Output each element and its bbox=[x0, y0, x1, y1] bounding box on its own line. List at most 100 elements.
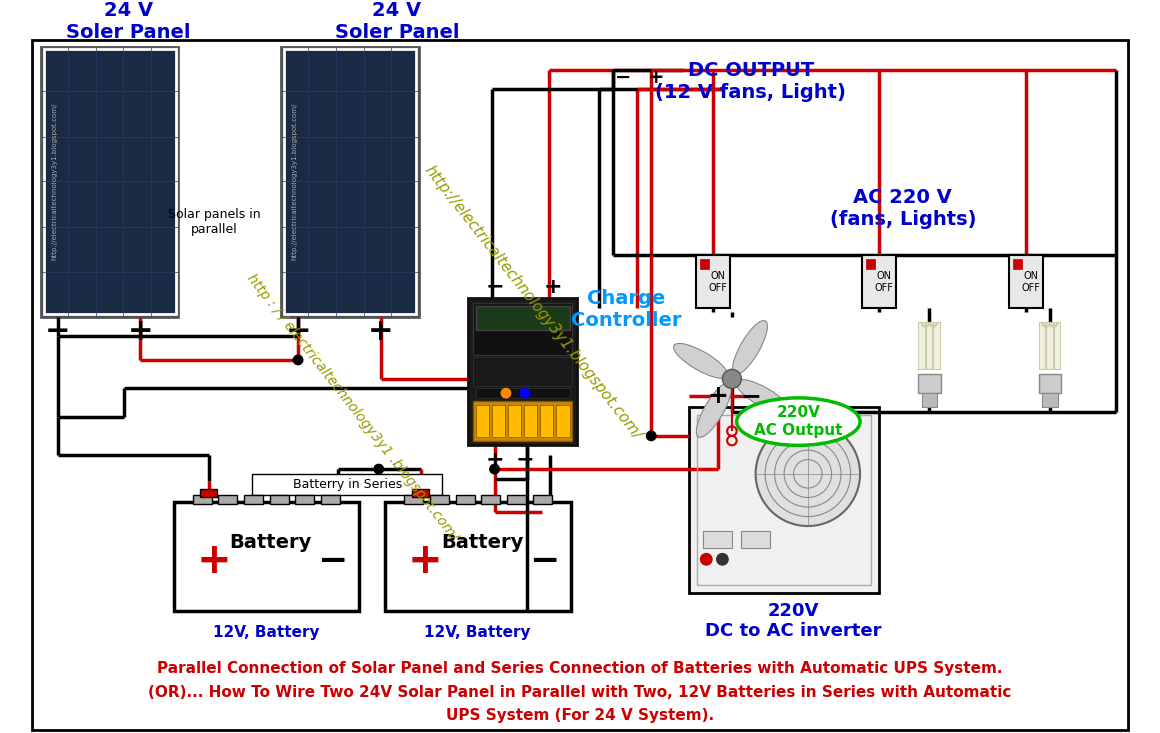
Text: +: + bbox=[128, 317, 153, 346]
Bar bbox=[218, 495, 238, 504]
Text: http : / / electricaltechnology3y1 .blogspot.com/: http : / / electricaltechnology3y1 .blog… bbox=[244, 271, 461, 543]
Text: UPS System (For 24 V System).: UPS System (For 24 V System). bbox=[445, 708, 715, 723]
Bar bbox=[699, 259, 709, 269]
Text: 24 V
Soler Panel: 24 V Soler Panel bbox=[334, 1, 459, 42]
Text: AC 220 V
(fans, Lights): AC 220 V (fans, Lights) bbox=[829, 188, 976, 229]
Text: −: − bbox=[516, 449, 535, 470]
Bar bbox=[253, 474, 442, 495]
Text: +: + bbox=[708, 384, 728, 408]
Bar bbox=[703, 531, 732, 548]
Circle shape bbox=[701, 553, 712, 565]
Bar bbox=[412, 489, 429, 497]
Bar bbox=[1013, 259, 1022, 269]
Text: http://electricaltechnology3y1.blogspot.com/: http://electricaltechnology3y1.blogspot.… bbox=[291, 103, 297, 260]
Text: Battery: Battery bbox=[230, 533, 312, 552]
Ellipse shape bbox=[674, 343, 727, 378]
Text: +: + bbox=[485, 449, 503, 470]
Bar bbox=[201, 489, 217, 497]
Text: +: + bbox=[544, 277, 563, 297]
Text: 220V
AC Output: 220V AC Output bbox=[754, 405, 842, 438]
Ellipse shape bbox=[735, 380, 790, 414]
Bar bbox=[865, 259, 876, 269]
Circle shape bbox=[646, 431, 655, 441]
Bar bbox=[922, 393, 937, 408]
Bar bbox=[557, 405, 570, 437]
Circle shape bbox=[717, 553, 728, 565]
Text: 220V
DC to AC inverter: 220V DC to AC inverter bbox=[705, 602, 882, 641]
Bar bbox=[281, 47, 419, 317]
Text: −: − bbox=[615, 67, 631, 86]
Text: −: − bbox=[529, 544, 559, 578]
Text: Battery: Battery bbox=[441, 533, 523, 552]
Bar bbox=[1053, 322, 1060, 369]
Bar bbox=[269, 495, 289, 504]
Text: http://electricaltechnology3y1.blogspot.com/: http://electricaltechnology3y1.blogspot.… bbox=[421, 163, 644, 443]
Bar bbox=[174, 502, 358, 611]
Bar bbox=[541, 405, 553, 437]
Bar bbox=[467, 298, 578, 446]
Text: +: + bbox=[647, 67, 665, 86]
Bar bbox=[481, 495, 500, 504]
Bar bbox=[508, 405, 521, 437]
Bar bbox=[473, 401, 572, 441]
Bar bbox=[524, 405, 537, 437]
Text: 24 V
Soler Panel: 24 V Soler Panel bbox=[66, 1, 190, 42]
Bar bbox=[473, 357, 572, 386]
Circle shape bbox=[755, 421, 860, 526]
Bar bbox=[862, 256, 897, 308]
Bar bbox=[476, 388, 570, 398]
Text: http://electricaltechnology3y1.blogspot.com/: http://electricaltechnology3y1.blogspot.… bbox=[51, 103, 57, 260]
Bar bbox=[1046, 322, 1053, 369]
Bar bbox=[532, 495, 551, 504]
Bar bbox=[430, 495, 449, 504]
Ellipse shape bbox=[737, 398, 860, 446]
Bar bbox=[697, 415, 871, 585]
Circle shape bbox=[293, 356, 303, 364]
Bar bbox=[492, 405, 505, 437]
Text: 12V, Battery: 12V, Battery bbox=[425, 625, 531, 640]
Bar bbox=[1038, 322, 1045, 369]
Text: −: − bbox=[45, 317, 71, 346]
Bar bbox=[385, 502, 571, 611]
Text: (OR)... How To Wire Two 24V Solar Panel in Parallel with Two, 12V Batteries in S: (OR)... How To Wire Two 24V Solar Panel … bbox=[148, 685, 1012, 700]
Text: 12V, Battery: 12V, Battery bbox=[212, 625, 319, 640]
Bar bbox=[244, 495, 263, 504]
Text: ON
OFF: ON OFF bbox=[1022, 271, 1041, 293]
Bar bbox=[933, 322, 940, 369]
Bar bbox=[476, 306, 570, 330]
Bar bbox=[41, 47, 179, 317]
Text: Batterry in Series: Batterry in Series bbox=[292, 478, 403, 491]
Bar bbox=[1038, 374, 1061, 393]
Bar bbox=[44, 50, 175, 314]
Text: +: + bbox=[368, 317, 393, 346]
Circle shape bbox=[374, 464, 384, 474]
Bar bbox=[284, 50, 415, 314]
Text: DC OUTPUT
(12 V fans, Light): DC OUTPUT (12 V fans, Light) bbox=[655, 61, 847, 102]
Text: +: + bbox=[408, 540, 443, 582]
Text: −: − bbox=[285, 317, 311, 346]
Circle shape bbox=[501, 388, 510, 398]
Bar bbox=[507, 495, 525, 504]
Bar bbox=[689, 408, 879, 592]
Bar bbox=[193, 495, 211, 504]
Circle shape bbox=[520, 388, 530, 398]
Bar bbox=[405, 495, 423, 504]
Text: Solar panels in
parallel: Solar panels in parallel bbox=[168, 208, 261, 236]
Text: ON
OFF: ON OFF bbox=[709, 271, 727, 293]
Text: −: − bbox=[485, 277, 503, 297]
Bar bbox=[696, 256, 730, 308]
Bar bbox=[456, 495, 474, 504]
Bar bbox=[321, 495, 340, 504]
Ellipse shape bbox=[732, 320, 768, 375]
Circle shape bbox=[490, 464, 499, 474]
Bar bbox=[926, 322, 933, 369]
Text: −: − bbox=[317, 544, 347, 578]
Bar bbox=[473, 303, 572, 356]
Bar bbox=[1043, 393, 1058, 408]
Bar bbox=[741, 531, 770, 548]
Bar bbox=[476, 405, 488, 437]
Bar bbox=[1009, 256, 1043, 308]
Text: Charge
Controller: Charge Controller bbox=[571, 289, 682, 330]
Text: −: − bbox=[740, 384, 761, 408]
Text: Parallel Connection of Solar Panel and Series Connection of Batteries with Autom: Parallel Connection of Solar Panel and S… bbox=[158, 661, 1002, 676]
